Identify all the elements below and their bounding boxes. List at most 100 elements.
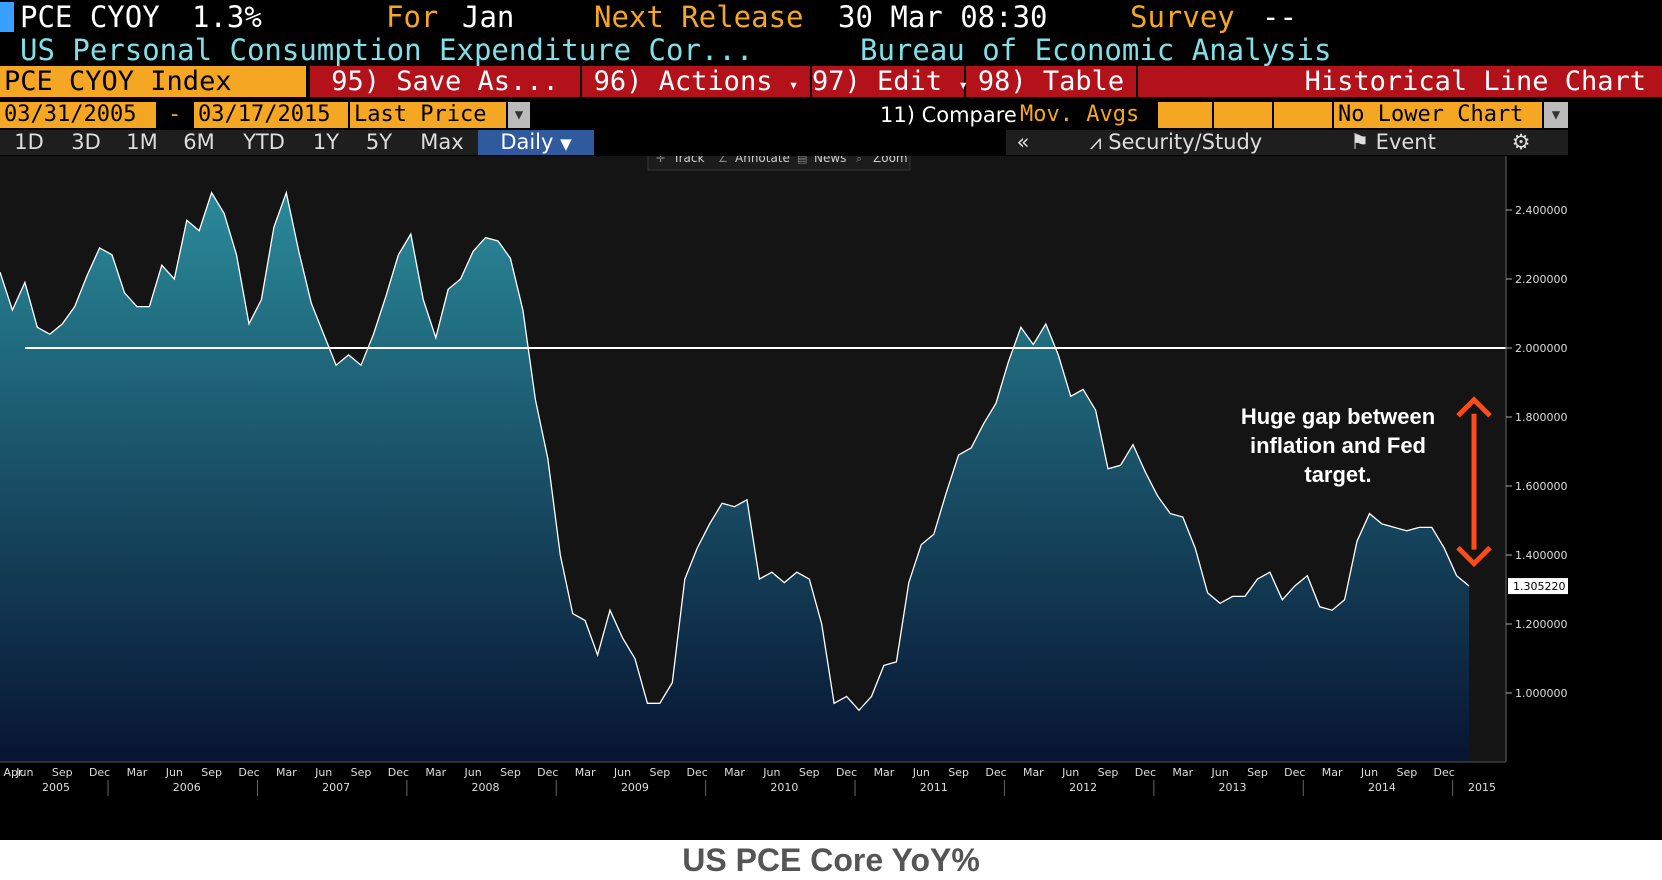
next-release-label: Next Release [594, 0, 804, 34]
header-row-2: US Personal Consumption Expenditure Cor.… [0, 34, 1662, 66]
x-tick-label: Dec [985, 766, 1006, 779]
edit-menu[interactable]: 97) Edit ▾ [812, 66, 968, 97]
x-year-label: 2009 [621, 781, 649, 794]
frequency-select[interactable]: Daily ▼ [478, 130, 595, 155]
track-button[interactable]: Track [672, 151, 704, 165]
period-6m[interactable]: 6M [170, 130, 229, 155]
zoom-button[interactable]: Zoom [873, 151, 908, 165]
period-toolbar: 1D 3D 1M 6M YTD 1Y 5Y Max Daily ▼ « ⩘ Se… [0, 128, 1662, 156]
series-area [0, 192, 1470, 762]
x-year-label: 2007 [322, 781, 350, 794]
x-tick-label: Sep [201, 766, 222, 779]
x-tick-label: Mar [575, 766, 596, 779]
event-label: Event [1375, 130, 1436, 154]
chevron-down-icon: ▼ [560, 135, 572, 153]
x-year-label: 2014 [1368, 781, 1396, 794]
ticker-value: 1.3% [192, 0, 262, 34]
chart-study-icon: ⩘ [1089, 130, 1102, 154]
x-year-label: 2010 [770, 781, 798, 794]
x-year-label: 2011 [920, 781, 948, 794]
security-study-label: Security/Study [1108, 130, 1263, 154]
period-5y[interactable]: 5Y [352, 130, 407, 155]
empty-slot-2[interactable] [1214, 102, 1272, 128]
header-row-1: PCE CYOY 1.3% For Jan Next Release 30 Ma… [0, 0, 1662, 34]
x-tick-label: Sep [1247, 766, 1268, 779]
start-date-input[interactable]: 03/31/2005 [0, 102, 156, 128]
pce-chart[interactable]: 1.000000 1.200000 1.400000 1.600000 1.800000… [0, 149, 1662, 840]
period-3d[interactable]: 3D [58, 130, 115, 155]
x-year-label: 2012 [1069, 781, 1097, 794]
x-tick-label: Jun [912, 766, 930, 779]
field-dropdown-icon[interactable]: ▼ [508, 102, 530, 128]
x-tick-label: Jun [1061, 766, 1079, 779]
x-tick-label: Sep [500, 766, 521, 779]
chevron-down-icon: ▾ [958, 75, 968, 94]
annotation-text-line: target. [1304, 462, 1371, 487]
data-source: Bureau of Economic Analysis [860, 33, 1332, 67]
x-tick-label: Sep [649, 766, 670, 779]
survey-value: -- [1262, 0, 1297, 34]
field-select[interactable]: Last Price [350, 102, 506, 128]
x-year-label: 2005 [42, 781, 70, 794]
y-tick-label: 1.400000 [1515, 549, 1568, 562]
settings-button[interactable]: ⚙ [1474, 130, 1569, 155]
table-button[interactable]: 98) Table [966, 66, 1138, 97]
x-axis-bg [0, 762, 1506, 800]
period-1y[interactable]: 1Y [300, 130, 353, 155]
flag-icon: ⚑ [1350, 130, 1369, 154]
edit-label: 97) Edit [812, 66, 943, 97]
period-1m[interactable]: 1M [114, 130, 171, 155]
x-tick-label: Sep [948, 766, 969, 779]
frequency-label: Daily [500, 130, 554, 154]
x-tick-label: Apr [3, 766, 23, 779]
news-button[interactable]: News [814, 151, 846, 165]
x-tick-label: Sep [1396, 766, 1417, 779]
annotate-button[interactable]: Annotate [735, 151, 790, 165]
period-ytd[interactable]: YTD [228, 130, 301, 155]
x-tick-label: Sep [799, 766, 820, 779]
ticker[interactable]: PCE CYOY [20, 0, 160, 34]
security-study-button[interactable]: ⩘ Security/Study [1040, 130, 1313, 155]
lower-chart-select[interactable]: No Lower Chart [1334, 102, 1542, 128]
zoom-icon: ⌕ [856, 156, 862, 165]
chart-type-label[interactable]: Historical Line Chart [1138, 66, 1662, 97]
news-icon: ▤ [797, 156, 807, 165]
x-year-label: 2008 [472, 781, 500, 794]
x-tick-label: Jun [314, 766, 332, 779]
event-button[interactable]: ⚑ Event [1312, 130, 1475, 155]
track-icon: ✛ [656, 156, 665, 165]
annotate-icon: ∠ [718, 156, 728, 165]
chart-caption: US PCE Core YoY% [0, 840, 1662, 880]
x-tick-label: Jun [464, 766, 482, 779]
actions-menu[interactable]: 96) Actions ▾ [582, 66, 812, 97]
empty-slot-1[interactable] [1158, 102, 1212, 128]
x-tick-label: Dec [836, 766, 857, 779]
x-tick-label: Dec [238, 766, 259, 779]
end-date-input[interactable]: 03/17/2015 [194, 102, 348, 128]
x-tick-label: Jun [762, 766, 780, 779]
y-tick-label: 1.200000 [1515, 618, 1568, 631]
compare-label[interactable]: 11) Compare [880, 103, 1017, 127]
date-dash: - [168, 102, 182, 127]
x-tick-label: Jun [613, 766, 631, 779]
series-line[interactable] [0, 190, 1470, 712]
gear-icon: ⚙ [1511, 130, 1531, 154]
gap-arrow-head-down [1456, 545, 1492, 568]
x-tick-label: Sep [52, 766, 73, 779]
chart-area[interactable]: 1.000000 1.200000 1.400000 1.600000 1.800000… [0, 149, 1662, 840]
y-tick-label: 1.000000 [1515, 687, 1568, 700]
save-as-button[interactable]: 95) Save As... [310, 66, 582, 97]
chart-toolbar: ✛ Track ∠ Annotate ▤ News ⌕ Zoom [647, 149, 911, 171]
x-year-label: 2006 [173, 781, 201, 794]
x-tick-label: Mar [1023, 766, 1044, 779]
mov-avgs-button[interactable]: Mov. Avgs [1016, 102, 1156, 128]
collapse-button[interactable]: « [1006, 130, 1041, 155]
security-field[interactable]: PCE CYOY Index [0, 66, 308, 97]
x-tick-label: Jun [15, 766, 33, 779]
lower-chart-dropdown-icon[interactable]: ▼ [1544, 102, 1568, 128]
empty-slot-3[interactable] [1274, 102, 1332, 128]
x-year-label: 2013 [1219, 781, 1247, 794]
last-value-label: 1.305220 [1513, 580, 1566, 593]
period-max[interactable]: Max [406, 130, 479, 155]
period-1d[interactable]: 1D [0, 130, 59, 155]
